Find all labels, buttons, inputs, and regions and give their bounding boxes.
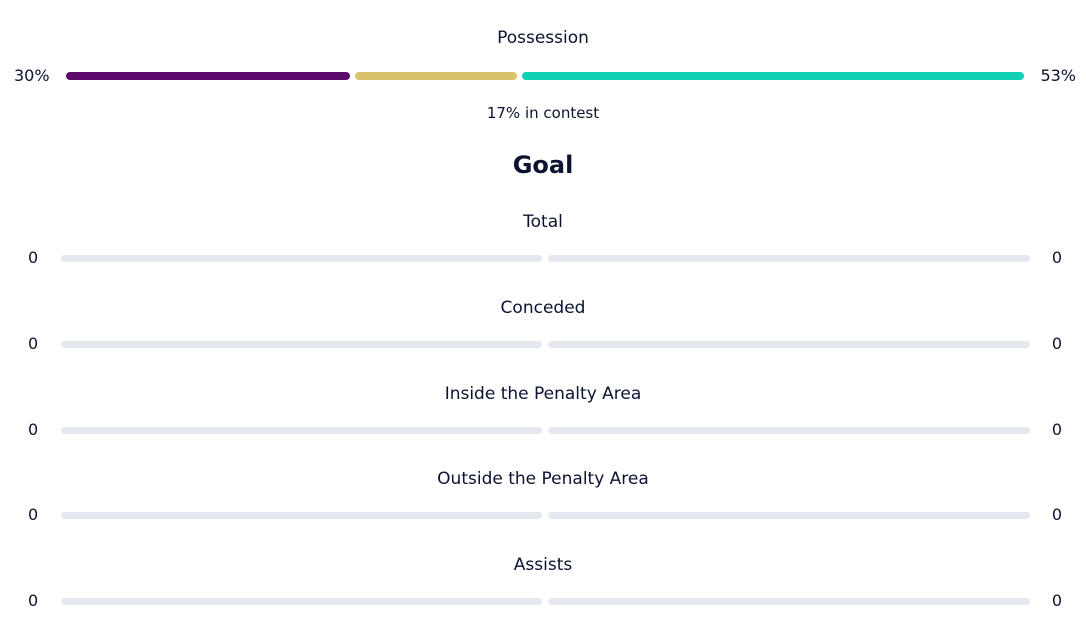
possession-panel: Possession 30% 53% 17% in contest xyxy=(0,0,1086,140)
home-possession-segment xyxy=(66,72,351,80)
away-stat-bar xyxy=(548,598,1030,605)
goal-section-heading: Goal xyxy=(512,151,574,179)
away-stat-value: 0 xyxy=(1051,248,1062,267)
home-stat-value: 0 xyxy=(28,248,39,267)
away-stat-value: 0 xyxy=(1051,505,1062,524)
stat-row-outside-penalty-area: Outside the Penalty Area 0 0 xyxy=(0,469,1086,529)
stat-row-total: Total 0 0 xyxy=(0,212,1086,272)
home-possession-value: 30% xyxy=(14,66,50,85)
contest-possession-segment xyxy=(355,72,517,80)
stat-label: Inside the Penalty Area xyxy=(444,384,642,404)
stat-label: Outside the Penalty Area xyxy=(437,469,649,489)
contest-note: 17% in contest xyxy=(486,104,600,122)
home-stat-bar xyxy=(61,512,542,519)
stat-row-inside-penalty-area: Inside the Penalty Area 0 0 xyxy=(0,384,1086,444)
home-stat-value: 0 xyxy=(28,420,39,439)
away-possession-segment xyxy=(521,72,1024,80)
home-stat-bar xyxy=(61,255,542,262)
away-stat-bar xyxy=(548,341,1030,348)
away-stat-value: 0 xyxy=(1051,591,1062,610)
stat-row-assists: Assists 0 0 xyxy=(0,555,1086,615)
away-stat-value: 0 xyxy=(1051,334,1062,353)
stat-label: Conceded xyxy=(500,298,586,318)
home-stat-bar xyxy=(61,598,542,605)
possession-bar xyxy=(66,72,1024,80)
stat-row-conceded: Conceded 0 0 xyxy=(0,298,1086,358)
stat-label: Total xyxy=(523,212,563,232)
home-stat-value: 0 xyxy=(28,591,39,610)
away-stat-bar xyxy=(548,427,1030,434)
stat-label: Assists xyxy=(513,555,573,575)
away-possession-value: 53% xyxy=(1040,66,1076,85)
away-stat-bar xyxy=(548,512,1030,519)
away-stat-value: 0 xyxy=(1051,420,1062,439)
home-stat-bar xyxy=(61,341,542,348)
home-stat-bar xyxy=(61,427,542,434)
home-stat-value: 0 xyxy=(28,334,39,353)
possession-title: Possession xyxy=(497,28,589,48)
away-stat-bar xyxy=(548,255,1030,262)
home-stat-value: 0 xyxy=(28,505,39,524)
